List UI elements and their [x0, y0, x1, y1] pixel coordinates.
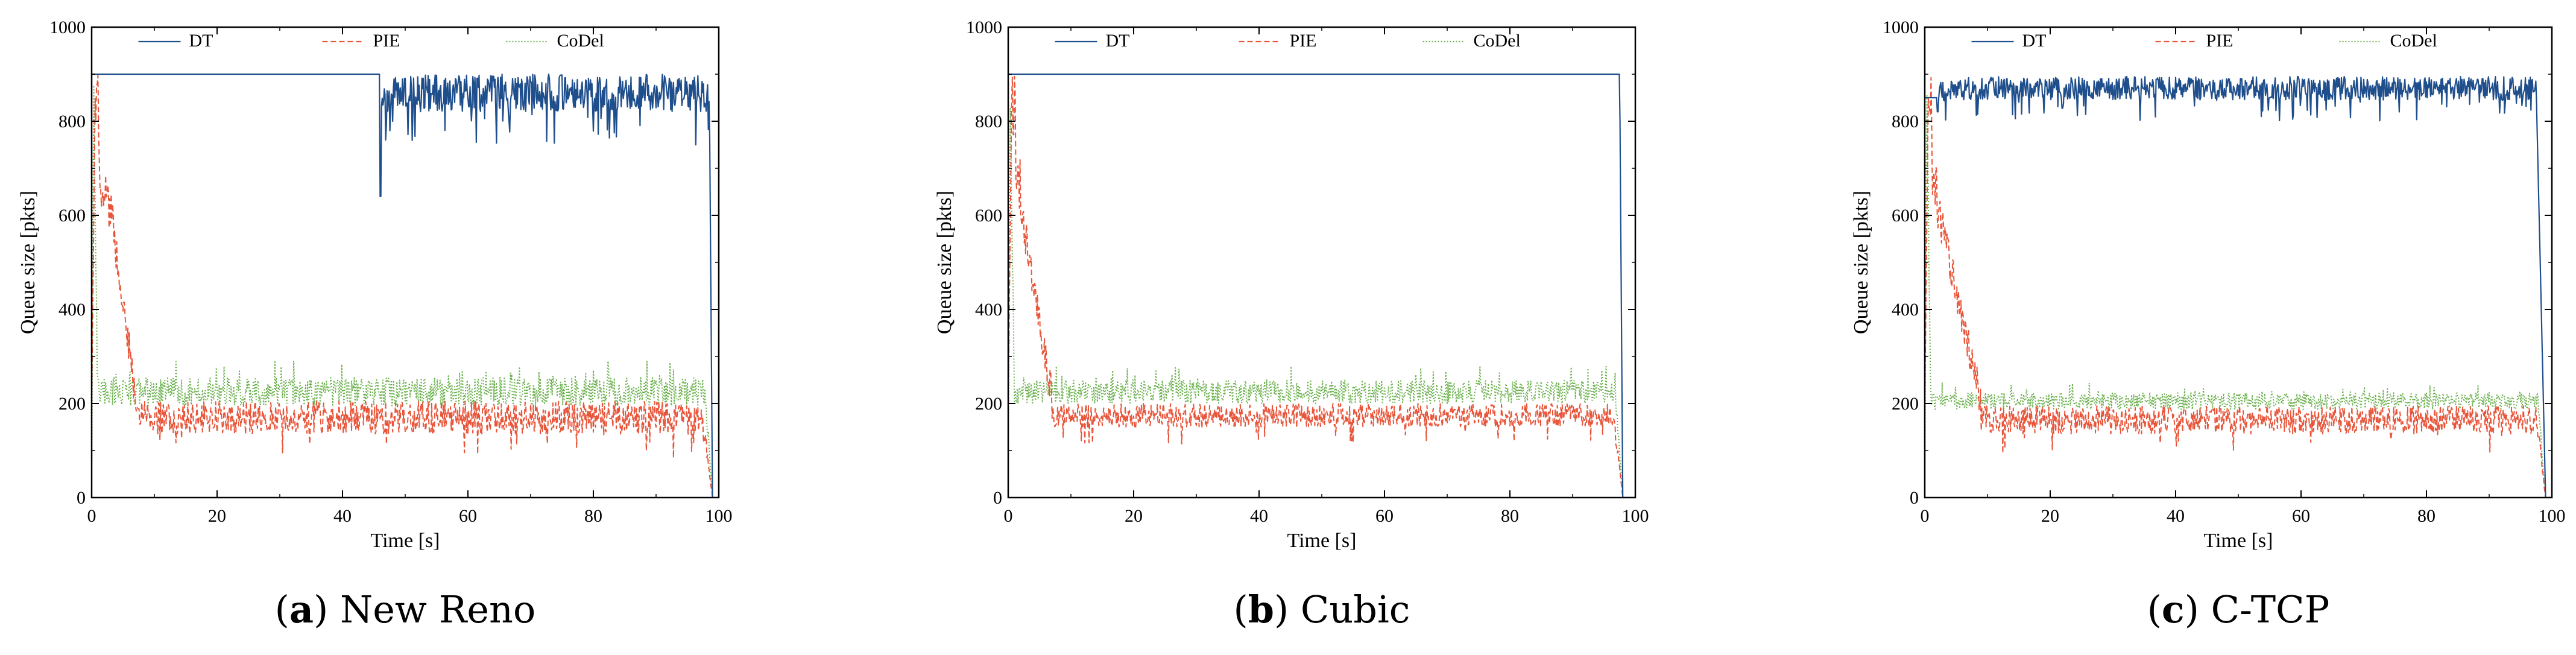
y-axis-title: Queue size [pkts]: [933, 191, 956, 334]
y-tick-label: 200: [58, 394, 86, 414]
caption-letter: a: [289, 587, 314, 631]
x-tick-label: 60: [459, 506, 477, 526]
x-tick-label: 40: [1250, 506, 1268, 526]
y-tick-label: 0: [1910, 488, 1919, 508]
x-tick-label: 80: [1501, 506, 1519, 526]
series-line-pie: [1925, 77, 2552, 498]
x-tick-label: 80: [2417, 506, 2436, 526]
caption-paren-open: (: [2147, 587, 2162, 631]
x-axis-title: Time [s]: [2204, 530, 2273, 552]
y-tick-label: 1000: [966, 17, 1002, 37]
y-tick-label: 200: [1892, 394, 1919, 414]
x-tick-label: 20: [1125, 506, 1143, 526]
y-tick-label: 0: [77, 488, 86, 508]
x-tick-label: 40: [2167, 506, 2185, 526]
y-tick-label: 600: [975, 206, 1002, 226]
series-line-codel: [1008, 107, 1635, 498]
caption-paren-open: (: [275, 587, 289, 631]
y-axis-title: Queue size [pkts]: [17, 191, 39, 334]
legend-label-codel: CoDel: [2390, 31, 2437, 51]
caption-title: Cubic: [1301, 587, 1410, 631]
y-tick-label: 200: [975, 394, 1002, 414]
caption-paren-open: (: [1233, 587, 1248, 631]
x-tick-label: 40: [333, 506, 352, 526]
series-line-pie: [1008, 75, 1635, 498]
caption-title: New Reno: [340, 587, 535, 631]
x-tick-label: 0: [87, 506, 96, 526]
series-line-dt: [1925, 75, 2552, 498]
y-tick-label: 1000: [1883, 17, 1919, 37]
y-tick-label: 400: [1892, 300, 1919, 320]
y-tick-label: 0: [993, 488, 1002, 508]
x-axis-title: Time [s]: [1287, 530, 1357, 552]
y-tick-label: 800: [975, 112, 1002, 131]
panel-caption: (b) Cubic: [1233, 587, 1410, 631]
y-tick-label: 400: [58, 300, 86, 320]
caption-letter: c: [2162, 587, 2185, 631]
legend-label-pie: PIE: [1290, 31, 1317, 51]
series-group: [1925, 75, 2552, 498]
series-line-dt: [1008, 73, 1635, 498]
series-group: [1008, 73, 1635, 498]
x-tick-label: 20: [208, 506, 226, 526]
x-tick-label: 60: [1375, 506, 1394, 526]
series-line-codel: [92, 84, 719, 498]
legend-label-codel: CoDel: [557, 31, 604, 51]
caption-paren-close: ): [314, 587, 340, 631]
series-line-dt: [92, 73, 719, 498]
y-axis-title: Queue size [pkts]: [1850, 191, 1872, 334]
legend-label-dt: DT: [189, 31, 213, 51]
x-tick-label: 80: [584, 506, 602, 526]
y-tick-label: 800: [58, 112, 86, 131]
y-tick-label: 1000: [49, 17, 86, 37]
y-tick-label: 400: [975, 300, 1002, 320]
panel-caption: (c) C-TCP: [2147, 587, 2330, 631]
x-axis-title: Time [s]: [371, 530, 440, 552]
series-group: [92, 73, 719, 498]
x-tick-label: 0: [1921, 506, 1930, 526]
legend-label-dt: DT: [1106, 31, 1130, 51]
x-tick-label: 20: [2041, 506, 2059, 526]
y-tick-label: 800: [1892, 112, 1919, 131]
x-tick-label: 0: [1004, 506, 1013, 526]
caption-letter: b: [1248, 587, 1274, 631]
plot-frame: [1007, 26, 1637, 499]
x-tick-label: 100: [706, 506, 733, 526]
panel-caption: (a) New Reno: [275, 587, 536, 631]
y-tick-label: 600: [1892, 206, 1919, 226]
caption-paren-close: ): [1274, 587, 1301, 631]
x-tick-label: 60: [2292, 506, 2310, 526]
legend-label-codel: CoDel: [1474, 31, 1521, 51]
caption-title: C-TCP: [2211, 587, 2330, 631]
caption-paren-close: ): [2185, 587, 2211, 631]
legend-label-pie: PIE: [2206, 31, 2233, 51]
legend-label-pie: PIE: [373, 31, 400, 51]
series-line-codel: [1925, 93, 2552, 498]
legend-label-dt: DT: [2022, 31, 2047, 51]
y-tick-label: 600: [58, 206, 86, 226]
series-line-pie: [92, 74, 719, 498]
x-tick-label: 100: [1622, 506, 1649, 526]
x-tick-label: 100: [2539, 506, 2566, 526]
